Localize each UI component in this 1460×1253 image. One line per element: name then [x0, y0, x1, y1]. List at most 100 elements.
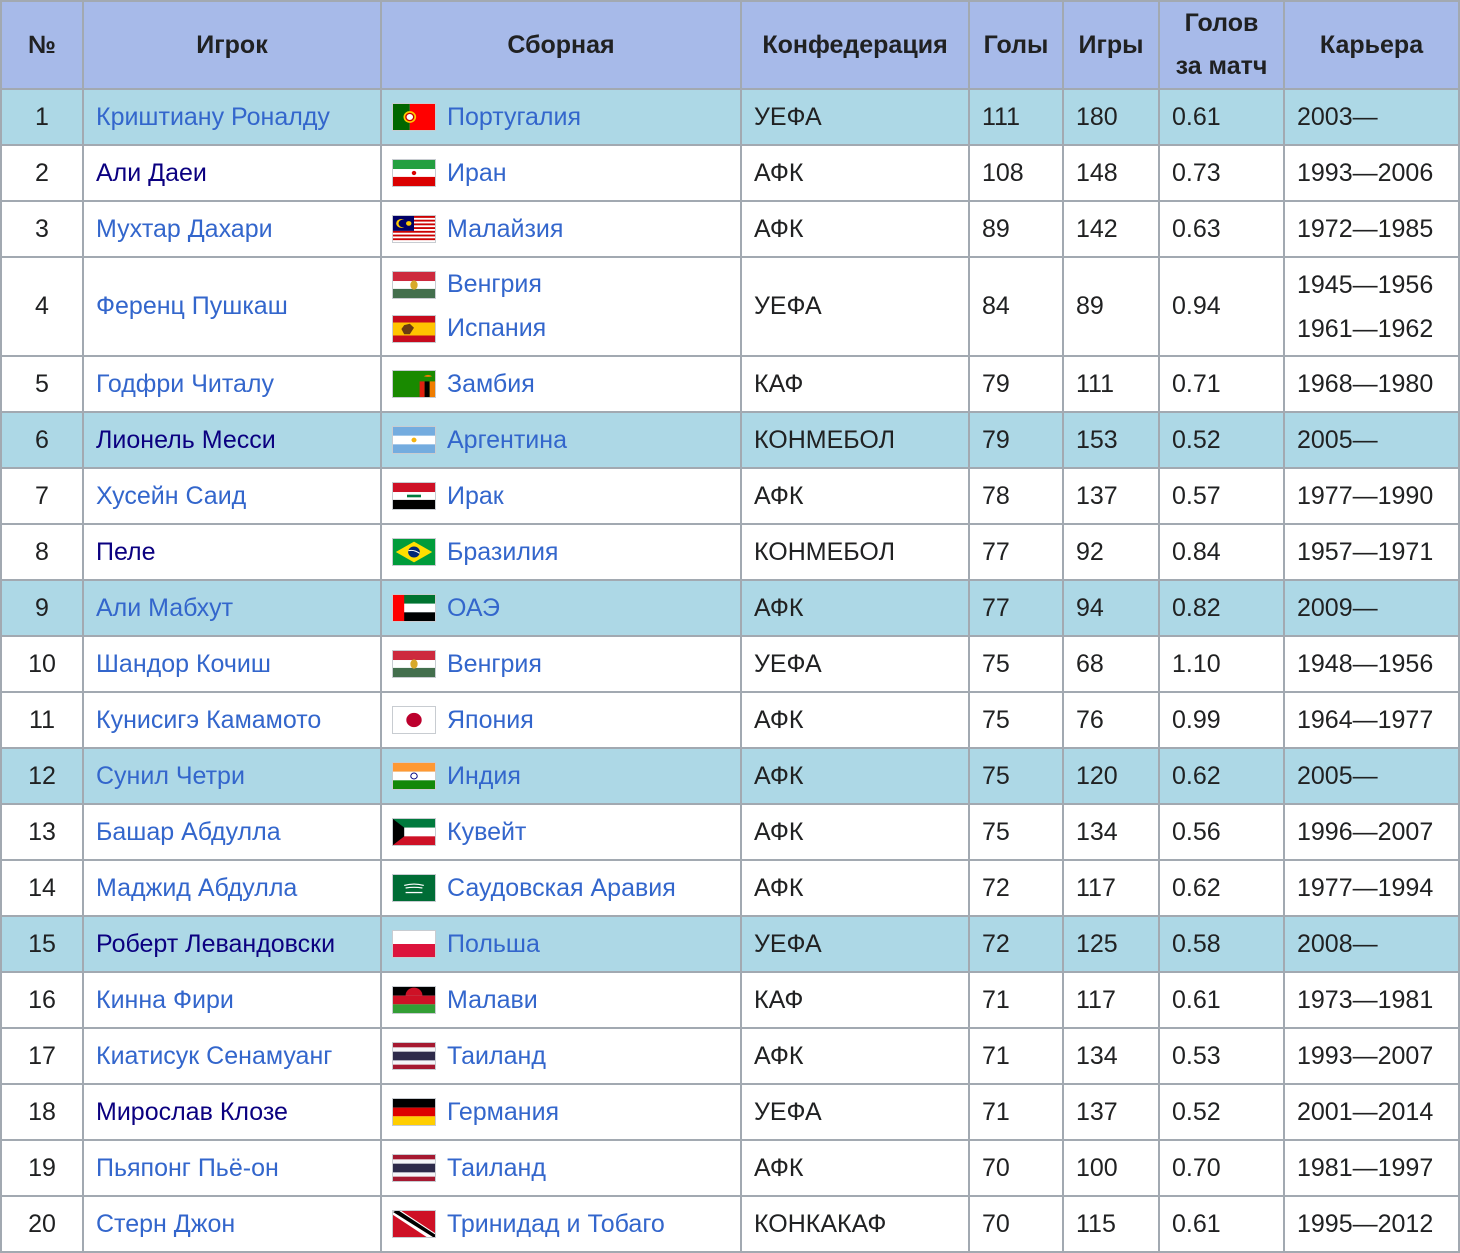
team-link[interactable]: Иран — [447, 158, 507, 187]
team-link[interactable]: Таиланд — [447, 1041, 546, 1070]
iran-flag-icon[interactable] — [392, 159, 436, 187]
team-cell: ОАЭ — [380, 579, 742, 637]
games-cell: 68 — [1062, 635, 1160, 693]
goals-per-match-cell: 0.61 — [1158, 1195, 1285, 1253]
player-link[interactable]: Сунил Четри — [96, 761, 245, 790]
team-link[interactable]: Саудовская Аравия — [447, 873, 676, 902]
team-link[interactable]: Португалия — [447, 102, 582, 131]
goals-per-match-cell: 0.84 — [1158, 523, 1285, 581]
team-link[interactable]: Замбия — [447, 369, 535, 398]
hungary-flag-icon[interactable] — [392, 650, 436, 678]
team-link[interactable]: Кувейт — [447, 817, 527, 846]
team-link[interactable]: Аргентина — [447, 425, 567, 454]
thailand-flag-icon[interactable] — [392, 1154, 436, 1182]
player-link[interactable]: Хусейн Саид — [96, 481, 247, 510]
player-link[interactable]: Пьяпонг Пьё-он — [96, 1153, 279, 1182]
saudi-arabia-flag-icon[interactable] — [392, 874, 436, 902]
confederation-cell: КОНМЕБОЛ — [740, 523, 970, 581]
team-link[interactable]: Венгрия — [447, 270, 542, 298]
team-link[interactable]: Индия — [447, 761, 521, 790]
goals-per-match-cell: 0.82 — [1158, 579, 1285, 637]
team-cell: Малайзия — [380, 200, 742, 258]
goals-per-match-cell: 0.53 — [1158, 1027, 1285, 1085]
rank-cell: 9 — [0, 579, 84, 637]
header-career[interactable]: Карьера — [1283, 0, 1460, 90]
player-link[interactable]: Кунисигэ Камамото — [96, 705, 322, 734]
team-link[interactable]: Япония — [447, 705, 534, 734]
argentina-flag-icon[interactable] — [392, 426, 436, 454]
team-link[interactable]: Таиланд — [447, 1153, 546, 1182]
goals-per-match-cell: 0.62 — [1158, 859, 1285, 917]
career-cell: 2008— — [1283, 915, 1460, 973]
trinidad-and-tobago-flag-icon[interactable] — [392, 1210, 436, 1238]
player-link[interactable]: Криштиану Роналду — [96, 102, 330, 131]
poland-flag-icon[interactable] — [392, 930, 436, 958]
player-link[interactable]: Кинна Фири — [96, 985, 234, 1014]
player-link[interactable]: Роберт Левандовски — [96, 929, 336, 958]
team-link[interactable]: Малайзия — [447, 214, 564, 243]
player-cell: Шандор Кочиш — [82, 635, 382, 693]
player-link[interactable]: Мирослав Клозе — [96, 1097, 288, 1126]
team-link[interactable]: Польша — [447, 929, 540, 958]
header-team[interactable]: Сборная — [380, 0, 742, 90]
table-row: 16 Кинна Фири Малави КАФ 71 117 0.61 1973—1981 — [0, 971, 1460, 1029]
spain-flag-icon[interactable] — [392, 314, 436, 343]
japan-flag-icon[interactable] — [392, 706, 436, 734]
goals-cell: 79 — [968, 355, 1064, 413]
player-link[interactable]: Лионель Месси — [96, 425, 276, 454]
kuwait-flag-icon[interactable] — [392, 818, 436, 846]
player-link[interactable]: Мухтар Дахари — [96, 214, 273, 243]
team-link[interactable]: ОАЭ — [447, 593, 500, 622]
confederation-cell: КОНКАКАФ — [740, 1195, 970, 1253]
brazil-flag-icon[interactable] — [392, 538, 436, 566]
thailand-flag-icon[interactable] — [392, 1042, 436, 1070]
team-link[interactable]: Тринидад и Тобаго — [447, 1209, 665, 1238]
games-cell: 117 — [1062, 971, 1160, 1029]
hungary-flag-icon[interactable] — [392, 270, 436, 299]
team-link[interactable]: Германия — [447, 1097, 560, 1126]
player-link[interactable]: Маджид Абдулла — [96, 873, 298, 902]
header-goals-per-match[interactable]: Голов за матч — [1158, 0, 1285, 90]
games-cell: 137 — [1062, 467, 1160, 525]
team-cell: Иран — [380, 144, 742, 202]
goals-per-match-cell: 0.61 — [1158, 971, 1285, 1029]
header-player[interactable]: Игрок — [82, 0, 382, 90]
table-row: 8 Пеле Бразилия КОНМЕБОЛ 77 92 0.84 1957—1971 — [0, 523, 1460, 581]
table-row: 10 Шандор Кочиш Венгрия УЕФА 75 68 1.10 1948—19… — [0, 635, 1460, 693]
player-cell: Киатисук Сенамуанг — [82, 1027, 382, 1085]
table-row: 2 Али Даеи Иран АФК 108 148 0.73 1993—2006 — [0, 144, 1460, 202]
player-link[interactable]: Али Мабхут — [96, 593, 234, 622]
player-link[interactable]: Годфри Читалу — [96, 369, 274, 398]
goals-cell: 77 — [968, 523, 1064, 581]
player-link[interactable]: Ференц Пушкаш — [96, 292, 288, 320]
header-confederation[interactable]: Конфедерация — [740, 0, 970, 90]
player-link[interactable]: Шандор Кочиш — [96, 649, 271, 678]
player-link[interactable]: Али Даеи — [96, 158, 207, 187]
team-entry: Германия — [392, 1090, 728, 1134]
team-cell: Индия — [380, 747, 742, 805]
rank-cell: 16 — [0, 971, 84, 1029]
career-period: 1977—1994 — [1297, 874, 1434, 902]
header-no[interactable]: № — [0, 0, 84, 90]
player-cell: Лионель Месси — [82, 411, 382, 469]
iraq-flag-icon[interactable] — [392, 482, 436, 510]
malawi-flag-icon[interactable] — [392, 986, 436, 1014]
career-cell: 1973—1981 — [1283, 971, 1460, 1029]
header-goals[interactable]: Голы — [968, 0, 1064, 90]
player-link[interactable]: Пеле — [96, 537, 156, 566]
player-link[interactable]: Киатисук Сенамуанг — [96, 1041, 333, 1070]
header-games[interactable]: Игры — [1062, 0, 1160, 90]
team-link[interactable]: Бразилия — [447, 537, 559, 566]
team-link[interactable]: Малави — [447, 985, 538, 1014]
team-link[interactable]: Испания — [447, 314, 547, 342]
team-link[interactable]: Венгрия — [447, 649, 542, 678]
malaysia-flag-icon[interactable] — [392, 215, 436, 243]
team-link[interactable]: Ирак — [447, 481, 504, 510]
player-link[interactable]: Стерн Джон — [96, 1209, 236, 1238]
india-flag-icon[interactable] — [392, 762, 436, 790]
germany-flag-icon[interactable] — [392, 1098, 436, 1126]
zambia-flag-icon[interactable] — [392, 370, 436, 398]
uae-flag-icon[interactable] — [392, 594, 436, 622]
player-link[interactable]: Башар Абдулла — [96, 817, 281, 846]
portugal-flag-icon[interactable] — [392, 103, 436, 131]
